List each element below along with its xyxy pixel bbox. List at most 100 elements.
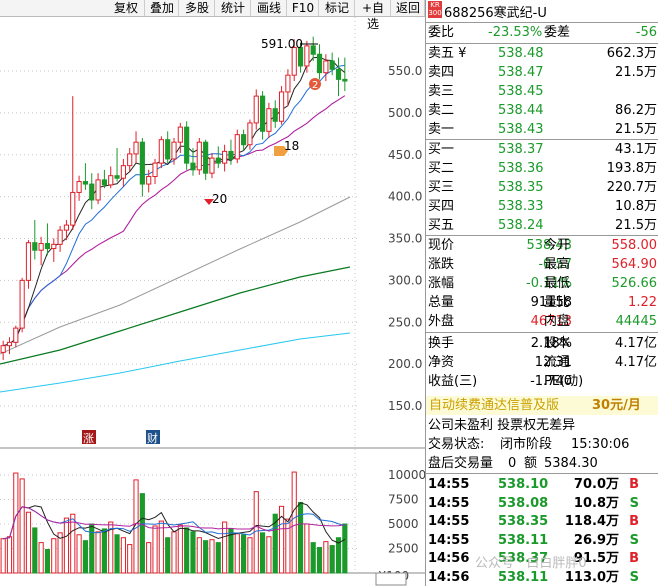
volume-bar [209, 539, 215, 574]
toolbar-button-5[interactable]: F10 [288, 0, 319, 16]
price-tick-label: 150.0 [388, 399, 422, 413]
volume-bar [196, 537, 202, 574]
after-hours-volume: 盘后交易量 0 额 5384.30 [428, 456, 598, 471]
volume-bar [310, 542, 316, 574]
marker-2-label: 2 [312, 80, 318, 91]
market-badge: KR 300 [428, 1, 442, 18]
stock-title: 688256寒武纪-U [444, 6, 547, 21]
marker-18-icon [274, 146, 288, 156]
candle-body [310, 45, 316, 55]
candle-body [272, 108, 278, 122]
marker-18-label: 18 [284, 139, 299, 153]
candle-body [57, 229, 63, 245]
ma-20-line [3, 95, 346, 347]
volume-bar [25, 511, 32, 574]
ma-250-line [0, 332, 351, 393]
candle-body [190, 162, 196, 171]
candle-body [266, 108, 272, 132]
toolbar-button-4[interactable]: 画线 [252, 0, 287, 16]
toolbar-button-3[interactable]: 统计 [216, 0, 251, 16]
volume-bar [316, 547, 323, 574]
volume-bar [171, 531, 177, 574]
candle-body [114, 175, 120, 179]
toolbar-button-8[interactable]: 返回 [392, 0, 425, 16]
candle-body [158, 139, 164, 164]
volume-bar [329, 545, 335, 574]
candle-body [316, 53, 323, 74]
candle-body [259, 95, 266, 132]
candle-body [247, 122, 253, 146]
ma-60-line [0, 196, 351, 355]
price-tick-label: 400.0 [388, 190, 422, 204]
volume-bar [95, 531, 101, 574]
volume-bar [139, 493, 145, 574]
quote-row: 涨跌 -0.57 最高 564.90 [428, 257, 657, 272]
finance-row: 净资 12.31 流通 4.17亿 [428, 355, 657, 370]
price-tick-label: 500.0 [388, 106, 422, 120]
toolbar-button-6[interactable]: 标记 [320, 0, 355, 16]
quote-row: 现价 538.43 今开 558.00 [428, 238, 657, 253]
candle-body [291, 47, 297, 76]
volume-bar [297, 501, 304, 574]
volume-bar [165, 537, 171, 574]
news-badge-label: 涨 [83, 432, 94, 445]
quote-row: 总量 91158 量比 1.22 [428, 295, 657, 310]
kline-chart[interactable]: 550.0 500.0 450.0 400.0 350.0 300.0 250.0 200.0… [0, 17, 425, 586]
volume-bar [89, 523, 95, 574]
ask-row: 卖三 538.45 [428, 84, 544, 99]
bid-row: 买五 538.24 21.5万 [428, 218, 657, 233]
news-badge [82, 430, 96, 444]
candle-body [253, 95, 259, 124]
volume-bar [19, 478, 25, 574]
volume-bar [101, 528, 107, 574]
price-tick-label: 250.0 [388, 315, 422, 329]
candle-body [228, 150, 234, 160]
bid-row: 买二 538.36 193.8万 [428, 161, 657, 176]
toolbar-button-7[interactable]: +自选 [356, 0, 391, 31]
toolbar-button-0[interactable]: 复权 [108, 0, 145, 16]
volume-ma-20-line [3, 506, 345, 540]
volume-bar [203, 540, 209, 574]
quote-row: 外盘 46713 内盘 44445 [428, 314, 657, 329]
candle-body [165, 139, 171, 160]
candle-body [323, 60, 329, 74]
candle-body [127, 153, 133, 167]
candle-body [120, 165, 126, 179]
volume-bar [291, 471, 297, 574]
toolbar-button-1[interactable]: 叠加 [146, 0, 179, 16]
toolbar-button-2[interactable]: 多股 [180, 0, 215, 16]
volume-bar [82, 540, 89, 574]
quote-row: 涨幅 -0.11% 最低 526.66 [428, 276, 657, 291]
ask-row: 卖五 ¥538.48 662.3万 [428, 46, 657, 61]
tick-row: 14:55 538.35 118.4万 B [428, 514, 639, 529]
volume-bar [57, 532, 63, 574]
ask-row: 卖一 538.43 21.5万 [428, 122, 657, 137]
candle-body [0, 345, 6, 353]
candle-body [108, 175, 114, 186]
volume-bar [222, 521, 228, 574]
candle-body [133, 141, 139, 155]
price-tick-label: 350.0 [388, 232, 422, 246]
tick-row: 14:56 538.11 113.0万 S [428, 569, 639, 585]
candle-body [101, 179, 107, 186]
volume-bar [6, 536, 13, 574]
volume-bar [13, 472, 19, 574]
candle-body [196, 141, 202, 171]
candle-body [76, 181, 82, 193]
finance-badge [146, 430, 160, 444]
price-tick-label: 550.0 [388, 64, 422, 78]
company-notice: 公司未盈利 投票权无差异 [428, 418, 576, 433]
candle-body [222, 150, 228, 164]
candle-body [203, 141, 209, 174]
volume-bar [177, 524, 183, 574]
subscription-ad[interactable]: 自动续费通达信普及版 30元/月 [426, 396, 658, 415]
volume-bar [266, 536, 272, 574]
volume-ma-5-line [3, 502, 346, 544]
volume-bar [76, 534, 82, 574]
volume-bar [342, 523, 348, 574]
volume-bar [272, 513, 278, 574]
bid-row: 买三 538.35 220.7万 [428, 180, 657, 195]
volume-bar [32, 527, 38, 574]
volume-bar [247, 537, 253, 574]
candle-body [285, 74, 291, 93]
